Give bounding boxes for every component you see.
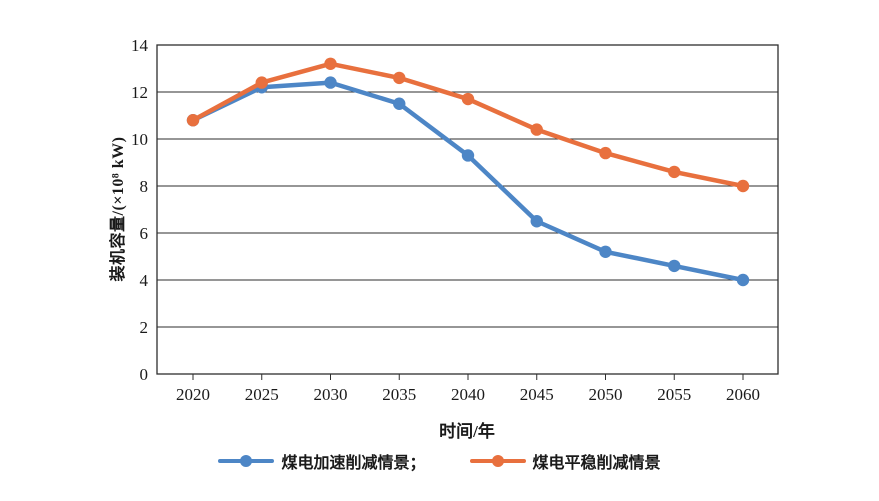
- gridlines: [157, 91, 778, 328]
- data-point-marker: [668, 259, 681, 273]
- svg-text:14: 14: [131, 36, 149, 55]
- data-point-marker: [599, 245, 612, 258]
- svg-text:8: 8: [140, 177, 149, 196]
- legend-item-steady-scenario: 煤电平稳削减情景: [469, 449, 661, 473]
- svg-text:6: 6: [140, 224, 149, 243]
- data-point-marker: [255, 76, 268, 89]
- data-point-marker: [393, 97, 406, 110]
- svg-text:2: 2: [140, 318, 149, 337]
- svg-text:2060: 2060: [726, 385, 760, 404]
- data-point-marker: [599, 146, 612, 160]
- legend-item-accelerated-scenario: 煤电加速削减情景；: [218, 449, 426, 473]
- svg-text:2050: 2050: [589, 385, 623, 404]
- legend-dot-marker: [491, 455, 504, 467]
- legend-label-accelerated: 煤电加速削减情景；: [281, 455, 426, 472]
- legend-label-steady: 煤电平稳削减情景: [532, 455, 661, 472]
- svg-text:2040: 2040: [451, 385, 485, 404]
- svg-text:2035: 2035: [382, 385, 416, 404]
- svg-text:2020: 2020: [176, 385, 210, 404]
- y-tick-labels: 0 2 4 6 8 10 12 14: [131, 36, 149, 384]
- data-point-marker: [530, 123, 543, 136]
- svg-text:2025: 2025: [245, 385, 279, 404]
- data-point-marker: [393, 71, 406, 85]
- data-point-marker: [668, 165, 681, 179]
- svg-text:2055: 2055: [657, 385, 691, 404]
- svg-text:4: 4: [140, 271, 149, 290]
- data-point-marker: [461, 149, 475, 162]
- data-point-marker: [324, 76, 337, 89]
- data-point-marker: [736, 179, 750, 193]
- legend: 煤电加速削减情景； 煤电平稳削减情景: [0, 449, 879, 473]
- legend-dot-marker: [240, 455, 253, 467]
- legend-marker-steady: [469, 454, 526, 468]
- data-point-marker: [186, 114, 200, 127]
- x-tick-marks: [192, 374, 744, 380]
- x-axis-title: 时间/年: [439, 422, 495, 441]
- x-tick-labels: 2020 2025 2030 2035 2040 2045 2050 2055 2060: [176, 385, 760, 404]
- svg-text:2045: 2045: [520, 385, 554, 404]
- svg-text:2030: 2030: [314, 385, 348, 404]
- data-point-marker: [324, 57, 337, 70]
- data-point-marker: [736, 273, 750, 287]
- series-line-0: [186, 76, 750, 287]
- svg-text:10: 10: [131, 130, 148, 149]
- svg-text:12: 12: [131, 83, 148, 102]
- series-line-1: [186, 57, 750, 193]
- data-point-marker: [461, 92, 475, 106]
- svg-text:0: 0: [140, 365, 149, 384]
- data-point-marker: [530, 215, 543, 228]
- legend-marker-accelerated: [218, 454, 275, 468]
